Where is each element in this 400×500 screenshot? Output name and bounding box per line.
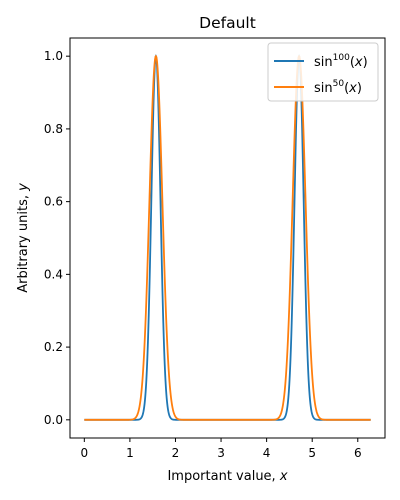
y-axis-label: Arbitrary units, y — [16, 183, 31, 293]
axes-frame — [69, 37, 386, 439]
y-tick-label: 0.2 — [44, 340, 63, 354]
x-tick-label: 0 — [80, 446, 88, 460]
legend-label-1: sin100(x) — [314, 53, 368, 70]
series-line-2 — [84, 54, 371, 421]
x-tick-label: 1 — [126, 446, 134, 460]
chart-title: Default — [199, 14, 256, 32]
x-tick-label: 3 — [217, 446, 225, 460]
y-tick-label: 0.0 — [44, 413, 63, 427]
x-axis-ticks: 0 1 2 3 4 5 6 — [80, 438, 362, 460]
x-tick-label: 2 — [172, 446, 180, 460]
x-tick-label: 6 — [354, 446, 362, 460]
x-axis-label: Important value, x — [167, 469, 287, 484]
y-tick-label: 0.8 — [44, 122, 63, 136]
x-tick-label: 5 — [308, 446, 316, 460]
y-tick-label: 1.0 — [44, 49, 63, 63]
y-tick-label: 0.4 — [44, 267, 63, 281]
plot-area — [84, 54, 371, 421]
legend: sin100(x) sin50(x) — [267, 42, 379, 102]
legend-label-2: sin50(x) — [314, 79, 362, 96]
y-tick-label: 0.6 — [44, 195, 63, 209]
y-axis-ticks: 0.0 0.2 0.4 0.6 0.8 1.0 — [44, 49, 70, 427]
series-line-1 — [84, 54, 371, 421]
x-tick-label: 4 — [263, 446, 271, 460]
